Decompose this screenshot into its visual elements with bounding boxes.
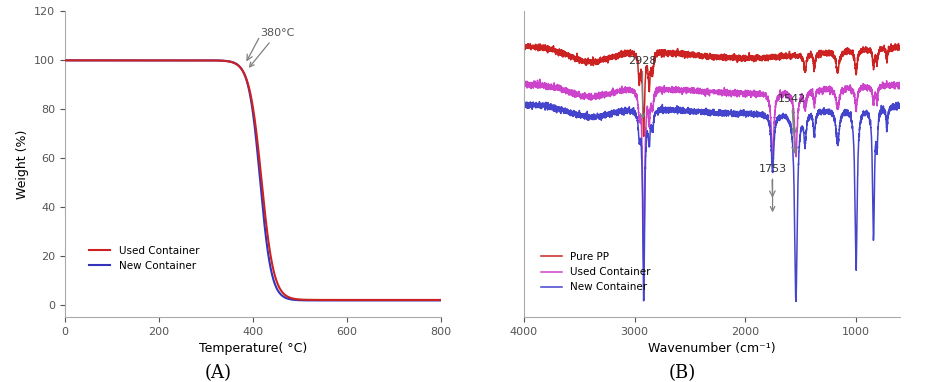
Text: 1542: 1542 [777, 94, 805, 133]
Line: Pure PP: Pure PP [524, 44, 899, 136]
New Container [679, 108, 690, 113]
Used Container [124, 58, 135, 63]
Pure PP [883, 49, 894, 53]
New Container [533, 99, 544, 104]
Pure PP [863, 50, 874, 54]
Pure PP [518, 42, 529, 47]
Legend: Used Container, New Container: Used Container, New Container [85, 242, 203, 275]
Used Container [435, 298, 446, 302]
New Container [124, 58, 135, 63]
New Container [790, 299, 801, 304]
Pure PP [638, 134, 649, 138]
Line: New Container: New Container [524, 102, 899, 301]
Text: 1753: 1753 [757, 163, 786, 211]
Used Container [102, 58, 113, 63]
Used Container [220, 59, 231, 63]
Used Container [427, 298, 438, 302]
Used Container [864, 86, 875, 91]
Legend: Pure PP, Used Container, New Container: Pure PP, Used Container, New Container [536, 248, 654, 296]
Used Container [203, 58, 214, 63]
Pure PP [679, 55, 690, 60]
Text: (B): (B) [667, 364, 695, 382]
Used Container [696, 89, 707, 93]
New Container [518, 100, 529, 105]
New Container [102, 58, 113, 63]
X-axis label: Temperature( °C): Temperature( °C) [198, 342, 307, 355]
X-axis label: Wavenumber (cm⁻¹): Wavenumber (cm⁻¹) [648, 342, 775, 355]
Line: Used Container: Used Container [65, 60, 440, 300]
Used Container [387, 298, 399, 302]
Text: (A): (A) [204, 364, 232, 382]
Used Container [883, 81, 894, 86]
Pure PP [894, 44, 905, 49]
Used Container [676, 87, 687, 91]
New Container [864, 118, 875, 122]
Line: Used Container: Used Container [524, 79, 899, 267]
Pure PP [676, 52, 687, 57]
Pure PP [791, 54, 802, 58]
Used Container [59, 58, 70, 63]
Pure PP [892, 41, 903, 46]
New Container [676, 108, 687, 112]
New Container [894, 105, 905, 110]
New Container [883, 110, 894, 115]
New Container [427, 298, 438, 303]
Text: 380°C: 380°C [249, 28, 294, 67]
Used Container [679, 87, 690, 91]
New Container [59, 58, 70, 63]
New Container [696, 109, 707, 114]
Used Container [534, 77, 545, 81]
Used Container [638, 265, 649, 269]
Pure PP [696, 56, 707, 61]
Text: 2928: 2928 [628, 56, 656, 118]
Used Container [894, 83, 905, 88]
Y-axis label: Weight (%): Weight (%) [16, 129, 29, 199]
New Container [220, 58, 231, 63]
New Container [435, 298, 446, 303]
Used Container [518, 83, 529, 87]
Line: New Container: New Container [65, 60, 440, 300]
New Container [203, 58, 214, 63]
Used Container [791, 125, 802, 129]
New Container [791, 207, 802, 212]
New Container [387, 298, 399, 303]
